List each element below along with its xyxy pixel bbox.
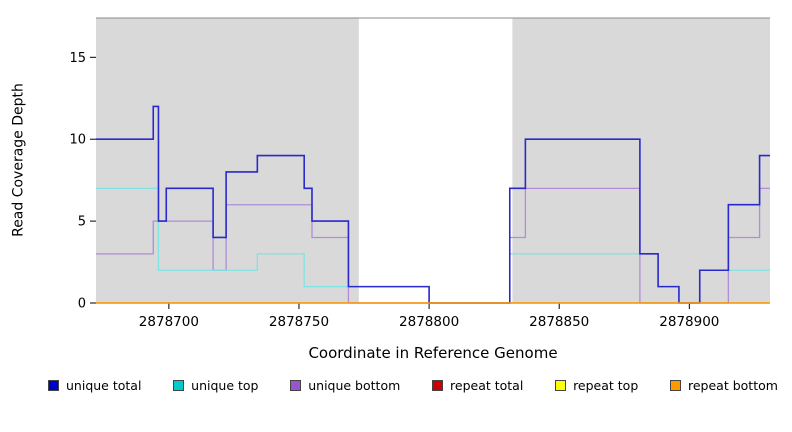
legend-item-repeat-total: repeat total — [432, 378, 523, 393]
svg-text:2878900: 2878900 — [659, 314, 719, 330]
svg-text:2878750: 2878750 — [269, 314, 329, 330]
legend-item-unique-total: unique total — [48, 378, 141, 393]
unique-top-swatch-icon — [173, 380, 185, 391]
x-axis-label: Coordinate in Reference Genome — [308, 344, 558, 362]
plot-legend: unique total unique top unique bottom re… — [0, 378, 792, 393]
legend-item-repeat-bottom: repeat bottom — [670, 378, 778, 393]
svg-text:0: 0 — [78, 297, 86, 312]
repeat-total-swatch-icon — [432, 380, 444, 391]
svg-text:2878700: 2878700 — [139, 314, 199, 330]
legend-label: unique top — [191, 378, 259, 393]
svg-text:2878800: 2878800 — [399, 314, 459, 330]
legend-item-unique-top: unique top — [173, 378, 258, 393]
svg-text:5: 5 — [78, 215, 86, 230]
unique-bottom-swatch-icon — [290, 380, 302, 391]
legend-label: unique total — [66, 378, 142, 393]
legend-item-unique-bottom: unique bottom — [290, 378, 400, 393]
svg-text:2878850: 2878850 — [529, 314, 589, 330]
legend-label: repeat total — [450, 378, 524, 393]
legend-label: unique bottom — [308, 378, 401, 393]
unique-total-swatch-icon — [48, 380, 59, 391]
y-axis-label: Read Coverage Depth — [10, 83, 27, 237]
repeat-bottom-swatch-icon — [670, 380, 681, 391]
legend-item-repeat-top: repeat top — [555, 378, 638, 393]
coverage-plot: 0 5 10 15 2878700 2878750 2878800 2878850 287890… — [69, 17, 770, 330]
repeat-top-swatch-icon — [555, 380, 567, 391]
legend-label: repeat top — [573, 378, 639, 393]
svg-text:15: 15 — [69, 51, 86, 66]
legend-label: repeat bottom — [688, 378, 778, 393]
svg-text:10: 10 — [69, 133, 86, 148]
